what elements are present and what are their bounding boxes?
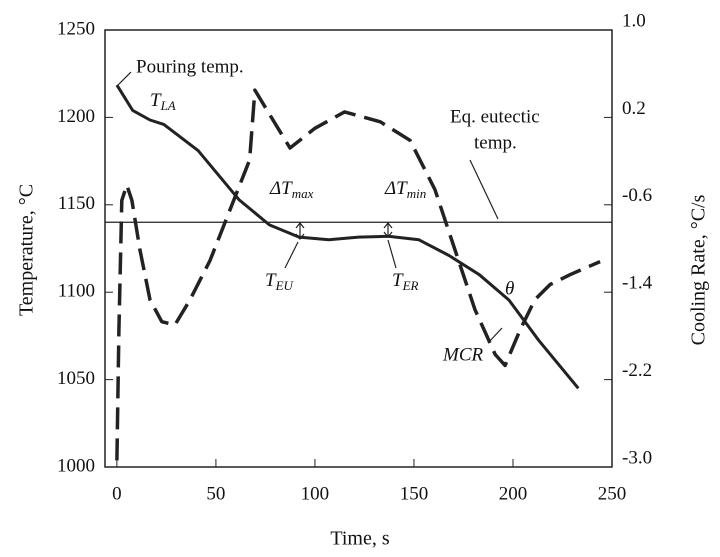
annotation: temp. bbox=[474, 132, 517, 153]
x-axis-label: Time, s bbox=[330, 528, 390, 550]
x-tick-label: 250 bbox=[598, 483, 627, 504]
annotation: Pouring temp. bbox=[136, 56, 244, 77]
x-tick-label: 100 bbox=[301, 483, 330, 504]
series-line bbox=[115, 88, 601, 461]
annotation-sub: LA bbox=[160, 98, 176, 113]
y-axis-label: Temperature, °C bbox=[16, 184, 38, 316]
annotation-sub: max bbox=[292, 186, 314, 201]
y-tick-label: 1200 bbox=[57, 106, 95, 127]
y-tick-label: 1000 bbox=[57, 455, 95, 476]
annotation: T bbox=[392, 270, 404, 291]
x-tick-label: 0 bbox=[112, 483, 122, 504]
annotation: ΔTmax bbox=[269, 178, 314, 201]
annotation-sub: min bbox=[407, 186, 427, 201]
x-tick-label: 150 bbox=[400, 483, 429, 504]
leader bbox=[284, 241, 299, 269]
annotation-sub: ER bbox=[402, 278, 419, 293]
annotation: ΔT bbox=[269, 178, 293, 199]
annotation: T bbox=[265, 270, 277, 291]
annotation: T bbox=[150, 90, 162, 111]
y-tick-label: 1150 bbox=[58, 193, 95, 214]
y-tick-label: 1100 bbox=[58, 281, 95, 302]
annotation: Eq. eutectic bbox=[450, 106, 540, 127]
y2-tick-label: 1.0 bbox=[622, 10, 646, 31]
x-tick-label: 50 bbox=[206, 483, 225, 504]
y2-tick-label: -3.0 bbox=[622, 447, 652, 468]
leader bbox=[116, 71, 132, 87]
annotation: ΔT bbox=[384, 178, 408, 199]
leader bbox=[387, 239, 397, 269]
annotation: TLA bbox=[150, 90, 176, 113]
annotation-sub: EU bbox=[275, 278, 295, 293]
y2-tick-label: -2.2 bbox=[622, 360, 652, 381]
x-tick-label: 200 bbox=[499, 483, 528, 504]
annotation: θ bbox=[505, 278, 514, 299]
annotation: TER bbox=[392, 270, 419, 293]
y-tick-label: 1250 bbox=[57, 18, 95, 39]
y2-tick-label: 0.2 bbox=[622, 98, 646, 119]
series-line bbox=[115, 84, 580, 390]
y2-axis-label: Cooling Rate, °C/s bbox=[688, 194, 710, 345]
annotation: MCR bbox=[442, 344, 484, 365]
plot-frame bbox=[104, 29, 613, 468]
annotation: ΔTmin bbox=[384, 178, 426, 201]
y-tick-label: 1050 bbox=[57, 368, 95, 389]
annotation: TEU bbox=[265, 270, 295, 293]
y2-tick-label: -0.6 bbox=[622, 185, 652, 206]
leader bbox=[469, 159, 499, 220]
y2-tick-label: -1.4 bbox=[622, 273, 653, 294]
